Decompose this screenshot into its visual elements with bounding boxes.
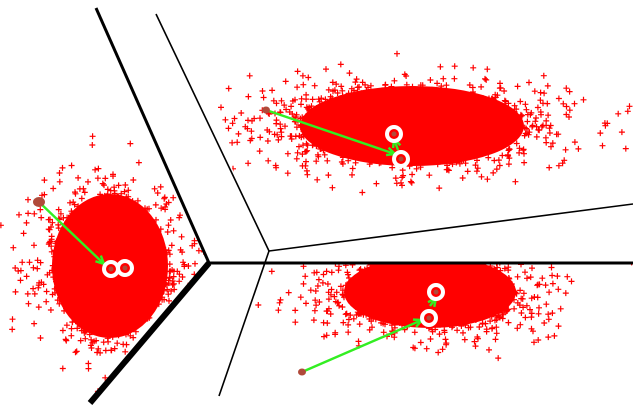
centroid-markers	[33, 106, 445, 376]
cluster-upper-right-plus-markers	[194, 50, 633, 196]
cluster-lower-right-new-centroid-1-dot	[426, 315, 432, 321]
boundary-line-inner-bottom	[218, 250, 270, 397]
cluster-left-new-centroid-1-dot	[108, 266, 114, 272]
data-points-layer	[0, 50, 633, 402]
cluster-lower-right-plus-markers	[248, 252, 633, 362]
boundary-line-left-top	[94, 7, 211, 264]
cluster-left-plus-markers	[0, 133, 209, 402]
cluster-left-move-arrow	[38, 201, 105, 265]
cluster-left-new-centroid-2-dot	[122, 265, 128, 271]
boundary-line-inner-right	[268, 203, 633, 252]
boundary-line-inner-top	[155, 13, 270, 252]
partition-boundaries	[87, 7, 633, 405]
cluster-lower-right-new-centroid-2-dot	[433, 289, 439, 295]
cluster-upper-right-points	[194, 50, 633, 196]
cluster-lower-right-old-centroid	[298, 368, 306, 376]
cluster-upper-right-new-centroid-2-dot	[391, 131, 397, 137]
boundary-line-left-bottom	[87, 261, 212, 405]
cluster-upper-right-new-centroid-1-dot	[398, 156, 404, 162]
cluster-upper-right-old-centroid	[262, 106, 270, 114]
cluster-lower-right-move-arrow	[301, 318, 423, 374]
cluster-upper-right-move-arrow	[265, 108, 396, 156]
cluster-left-old-centroid	[33, 197, 45, 207]
